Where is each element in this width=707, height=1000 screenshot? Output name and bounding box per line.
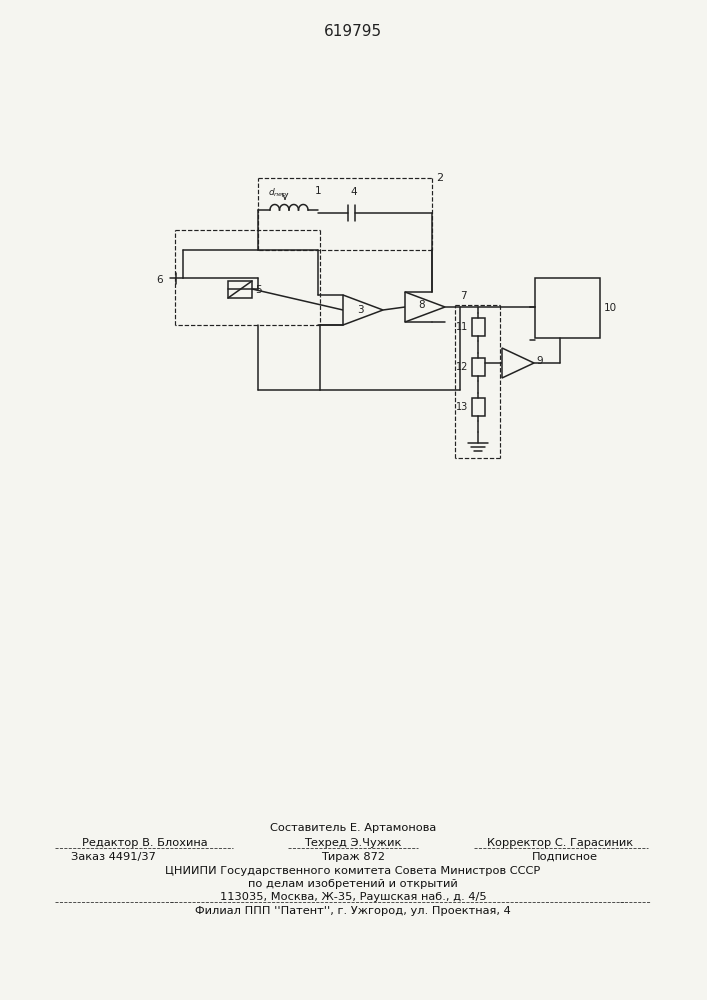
Text: 7: 7 xyxy=(460,291,467,301)
Text: Корректор С. Гарасиник: Корректор С. Гарасиник xyxy=(487,838,633,848)
Text: 10: 10 xyxy=(604,303,617,313)
Text: 3: 3 xyxy=(357,305,363,315)
Text: 11: 11 xyxy=(456,322,468,332)
Text: Филиал ППП ''Патент'', г. Ужгород, ул. Проектная, 4: Филиал ППП ''Патент'', г. Ужгород, ул. П… xyxy=(195,906,511,916)
Text: 4: 4 xyxy=(350,187,356,197)
Text: 9: 9 xyxy=(536,356,543,366)
Text: 113035, Москва, Ж-35, Раушская наб., д. 4/5: 113035, Москва, Ж-35, Раушская наб., д. … xyxy=(220,892,486,902)
Text: по делам изобретений и открытий: по делам изобретений и открытий xyxy=(248,879,458,889)
Polygon shape xyxy=(405,292,445,322)
Polygon shape xyxy=(343,295,383,325)
Bar xyxy=(472,398,485,416)
Text: 6: 6 xyxy=(156,275,163,285)
Bar xyxy=(472,318,485,336)
Text: 619795: 619795 xyxy=(324,24,382,39)
Text: Тираж 872: Тираж 872 xyxy=(321,852,385,862)
Text: Редактор В. Блохина: Редактор В. Блохина xyxy=(82,838,208,848)
Text: 1: 1 xyxy=(315,186,322,196)
Text: 12: 12 xyxy=(455,362,468,372)
Text: Составитель Е. Артамонова: Составитель Е. Артамонова xyxy=(270,823,436,833)
Text: 2: 2 xyxy=(436,173,443,183)
Bar xyxy=(472,358,485,376)
Text: $d_{пер}$: $d_{пер}$ xyxy=(268,186,288,200)
Text: 13: 13 xyxy=(456,402,468,412)
Text: Техред Э.Чужик: Техред Э.Чужик xyxy=(304,838,402,848)
Text: 8: 8 xyxy=(419,300,426,310)
Bar xyxy=(228,281,252,298)
Polygon shape xyxy=(502,348,534,378)
Text: ЦНИИПИ Государственного комитета Совета Министров СССР: ЦНИИПИ Государственного комитета Совета … xyxy=(165,866,541,876)
Text: Подписное: Подписное xyxy=(532,852,598,862)
Text: 5: 5 xyxy=(255,285,262,295)
Text: Заказ 4491/37: Заказ 4491/37 xyxy=(71,852,156,862)
Bar xyxy=(535,278,600,338)
